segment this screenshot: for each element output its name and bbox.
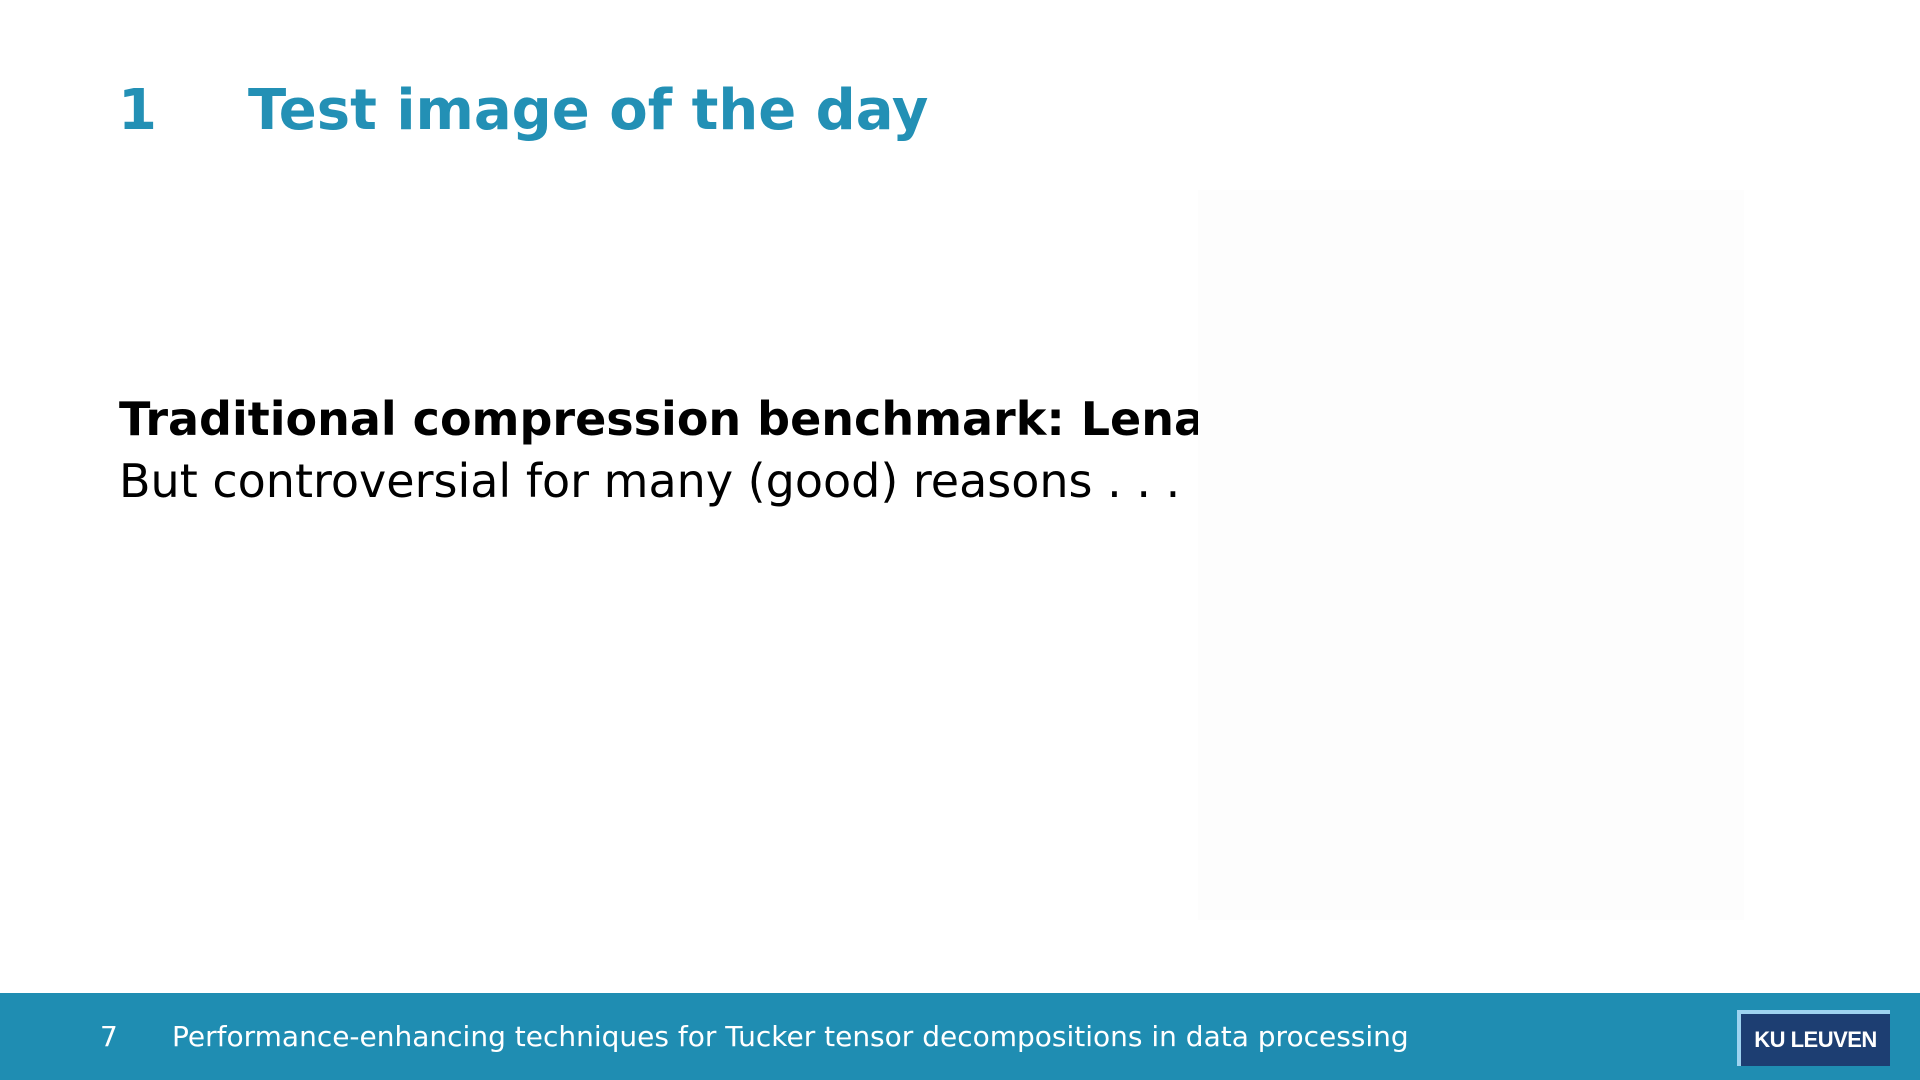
content-block: Traditional compression benchmark: Lena … (119, 388, 1205, 512)
section-number: 1 (118, 78, 157, 143)
content-heading: Traditional compression benchmark: Lena (119, 392, 1206, 446)
page-number: 7 (100, 1020, 118, 1053)
test-image-area (1198, 190, 1744, 920)
title-text: Test image of the day (248, 78, 929, 143)
content-body-line: But controversial for many (good) reason… (119, 454, 1181, 508)
ku-leuven-logo: KU LEUVEN (1737, 1010, 1890, 1066)
footer-bar: 7 Performance-enhancing techniques for T… (0, 993, 1920, 1080)
slide-title: 1 Test image of the day (118, 78, 928, 143)
logo-text: KU LEUVEN (1754, 1027, 1877, 1052)
presentation-title: Performance-enhancing techniques for Tuc… (172, 1020, 1409, 1053)
